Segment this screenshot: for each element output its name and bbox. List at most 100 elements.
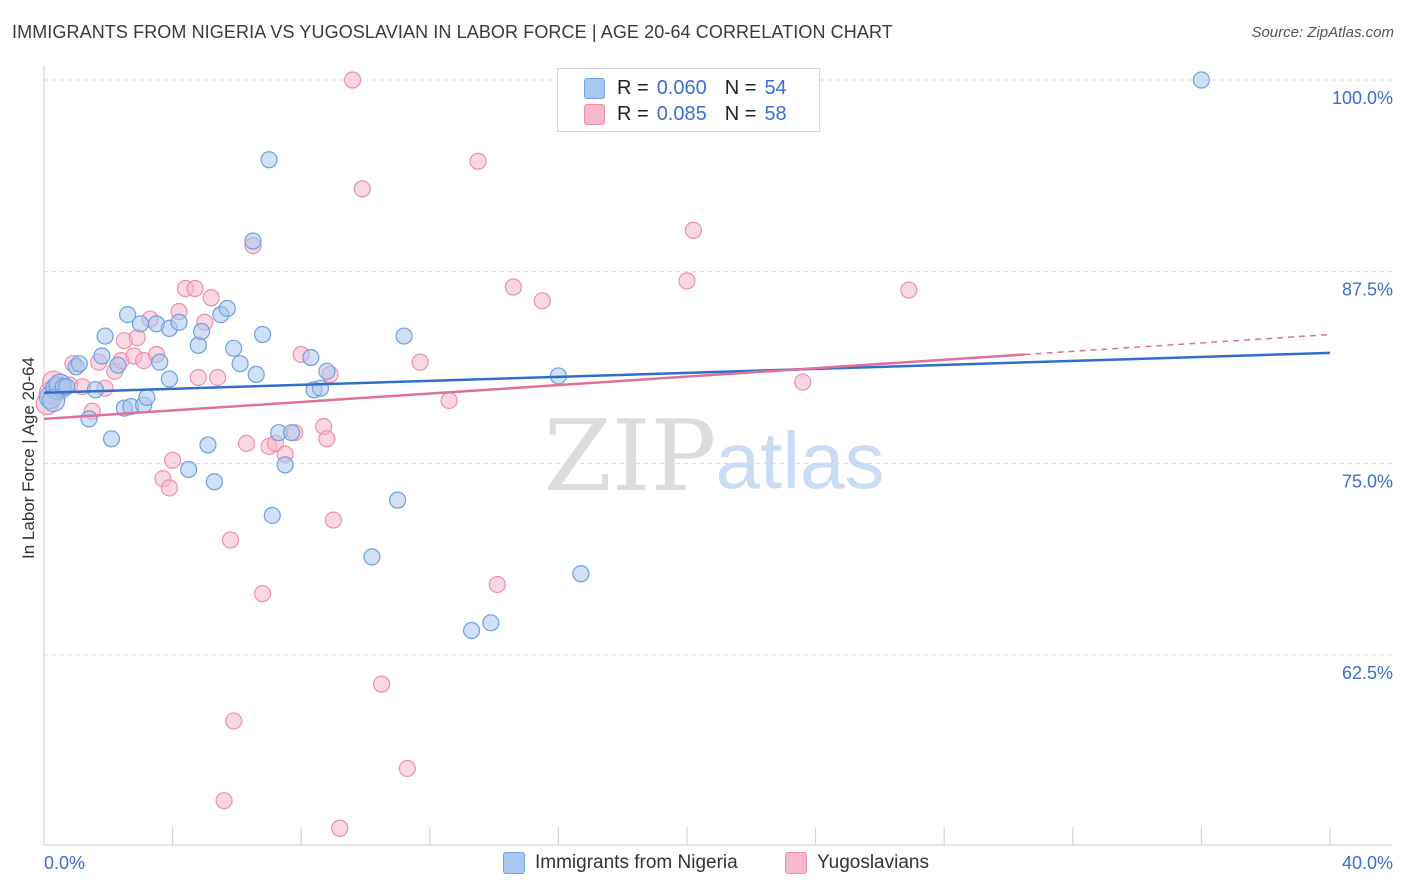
y-tick-label: 100.0% <box>1332 88 1393 108</box>
data-point <box>164 451 182 469</box>
chart-title: IMMIGRANTS FROM NIGERIA VS YUGOSLAVIAN I… <box>12 22 893 42</box>
data-point <box>395 327 413 345</box>
data-point <box>254 585 272 603</box>
data-point <box>411 353 429 371</box>
legend-label-nigeria: Immigrants from Nigeria <box>535 852 738 873</box>
data-point <box>170 313 188 331</box>
data-point <box>276 456 294 474</box>
data-point <box>363 548 381 566</box>
data-point <box>794 373 812 391</box>
data-point <box>221 531 240 549</box>
nigeria-points <box>38 71 1211 640</box>
data-point <box>331 819 349 837</box>
legend-swatch-yugoslavians <box>785 852 807 874</box>
legend-swatch-nigeria <box>584 77 605 99</box>
trendlines <box>43 333 1331 421</box>
legend-n-label: N = <box>724 102 757 125</box>
legend-item-yugoslavians[interactable]: Yugoslavians <box>785 852 929 874</box>
series-legend: Immigrants from Nigeria Yugoslavians <box>0 852 1406 878</box>
data-point <box>209 368 227 387</box>
data-point <box>70 355 88 373</box>
y-tick-label: 75.0% <box>1342 471 1393 491</box>
data-point <box>102 430 121 448</box>
legend-label-yugoslavians: Yugoslavians <box>817 852 929 873</box>
data-point <box>482 614 500 632</box>
data-point <box>469 152 487 170</box>
legend-r-value: 0.060 <box>656 76 707 99</box>
data-point <box>488 575 506 594</box>
data-point <box>900 281 918 299</box>
y-axis-label: In Labor Force | Age 20-64 <box>19 357 38 559</box>
data-point <box>96 327 114 345</box>
data-point <box>353 180 371 198</box>
data-point <box>186 279 204 298</box>
data-point <box>215 792 233 810</box>
legend-r-value: 0.085 <box>656 102 707 125</box>
data-point <box>237 434 256 452</box>
legend-n-value: 54 <box>764 76 787 99</box>
legend-n-value: 58 <box>764 102 787 125</box>
y-tick-label: 62.5% <box>1342 663 1393 683</box>
data-point <box>218 299 236 318</box>
data-point <box>678 272 696 290</box>
data-point <box>80 410 98 428</box>
watermark: ZIP atlas <box>544 400 885 514</box>
data-point <box>109 356 127 374</box>
legend-row-yugoslavians: R = 0.085 N = 58 <box>584 101 787 127</box>
data-point <box>151 353 169 371</box>
data-point <box>462 621 481 640</box>
data-point <box>684 221 703 239</box>
data-point <box>225 339 243 357</box>
trendline-nigeria <box>43 351 1331 395</box>
axes <box>43 66 1392 846</box>
legend-swatch-yugoslavians <box>584 103 605 125</box>
data-point <box>93 347 111 365</box>
legend-r-label: R = <box>617 76 649 99</box>
data-point <box>202 289 220 307</box>
legend-swatch-nigeria <box>503 852 525 874</box>
data-point <box>118 306 137 324</box>
data-point <box>533 292 551 310</box>
source-credit: Source: ZipAtlas.com <box>1251 24 1394 41</box>
legend-n-label: N = <box>724 76 757 99</box>
data-point <box>160 479 178 497</box>
data-point <box>86 381 105 399</box>
x-tick-label: 40.0% <box>1342 853 1393 873</box>
trendline-yugoslavians-dashed <box>1024 333 1331 356</box>
tick-labels: 100.0% 87.5% 75.0% 62.5% 0.0% 40.0% <box>44 88 1393 873</box>
data-point <box>57 378 76 396</box>
data-point <box>324 511 342 529</box>
trendline-yugoslavians <box>43 353 1025 421</box>
data-point <box>440 391 458 410</box>
data-point <box>192 322 211 341</box>
data-point <box>572 565 590 583</box>
data-point <box>225 712 243 730</box>
data-point <box>504 278 522 296</box>
data-point <box>311 379 330 397</box>
data-point <box>1192 71 1211 89</box>
data-point <box>42 388 66 413</box>
data-point <box>282 424 301 442</box>
data-point <box>260 151 278 169</box>
legend-row-nigeria: R = 0.060 N = 54 <box>584 75 787 101</box>
data-point <box>302 348 320 367</box>
stats-legend: R = 0.060 N = 54 R = 0.085 N = 58 <box>557 68 820 132</box>
watermark-atlas: atlas <box>716 416 885 505</box>
data-point <box>247 365 265 383</box>
data-point <box>131 315 150 333</box>
data-point <box>138 388 156 406</box>
data-point <box>263 506 281 525</box>
data-point <box>344 71 362 89</box>
data-point <box>205 473 223 491</box>
data-point <box>231 355 249 373</box>
data-point <box>254 325 272 344</box>
data-point <box>180 460 198 479</box>
data-point <box>160 370 178 388</box>
y-tick-label: 87.5% <box>1342 280 1393 300</box>
data-point <box>199 436 217 454</box>
legend-item-nigeria[interactable]: Immigrants from Nigeria <box>503 852 738 874</box>
data-point <box>398 759 416 778</box>
data-point <box>372 675 391 693</box>
data-point <box>389 491 407 509</box>
